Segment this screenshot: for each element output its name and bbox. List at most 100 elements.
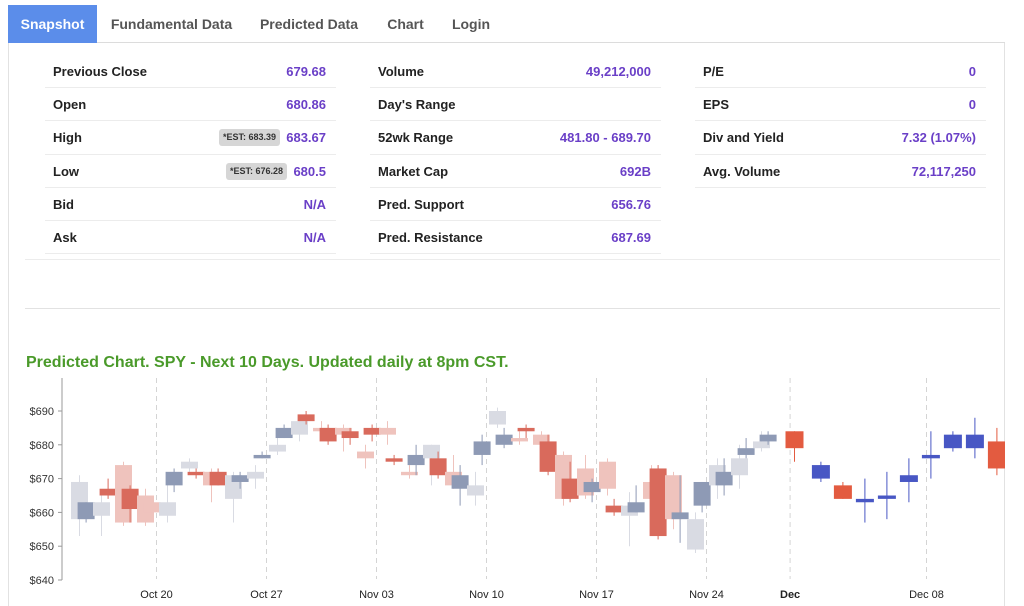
eps-label: EPS <box>703 97 730 113</box>
avg-volume-label: Avg. Volume <box>703 163 781 179</box>
open-label: Open <box>53 97 87 113</box>
candle-body <box>495 434 513 445</box>
candle-body <box>93 502 110 516</box>
bid-label: Bid <box>53 196 74 212</box>
open-value: 680.86 <box>286 97 326 113</box>
row-52wk-range: 52wk Range 481.80 - 689.70 <box>370 121 661 155</box>
candle-body <box>187 471 205 476</box>
y-tick-label: $640 <box>30 575 54 587</box>
quote-column-2: Volume 49,212,000 Day's Range 52wk Range… <box>370 55 661 255</box>
tab-predicted-data[interactable]: Predicted Data <box>259 16 359 32</box>
ask-label: Ask <box>53 229 77 245</box>
candle-body <box>291 421 308 435</box>
y-tick-label: $680 <box>30 440 54 452</box>
low-estimate-badge: *EST: 676.28 <box>225 162 287 180</box>
row-pe: P/E 0 <box>695 55 986 89</box>
chart-title: Predicted Chart. SPY - Next 10 Days. Upd… <box>26 354 509 371</box>
predicted-candlestick-chart: $640 $650 $660 $670 $680 $690 Oct 20 Oct 27 Nov … <box>30 378 1005 601</box>
days-range-label: Day's Range <box>378 97 456 113</box>
high-label: High <box>53 130 82 146</box>
x-tick-label: Nov 17 <box>579 589 614 601</box>
candle-body <box>209 471 227 486</box>
candle-body <box>759 434 777 442</box>
y-tick-label: $650 <box>30 541 54 553</box>
candle-body <box>511 438 528 442</box>
tab-bar: Snapshot Fundamental Data Predicted Data… <box>8 5 1005 43</box>
row-div-yield: Div and Yield 7.32 (1.07%) <box>695 121 986 155</box>
pe-label: P/E <box>703 64 724 79</box>
row-previous-close: Previous Close 679.68 <box>45 55 336 89</box>
candle-body <box>687 519 704 550</box>
low-label: Low <box>53 163 79 179</box>
y-tick-label: $660 <box>30 507 54 519</box>
pred-support-value: 656.76 <box>611 196 651 212</box>
candle-body <box>253 454 271 459</box>
candle-body <box>599 461 616 489</box>
pe-value: 0 <box>968 64 976 79</box>
candle-body <box>921 454 940 459</box>
candle-body <box>357 451 374 459</box>
row-ask: Ask N/A <box>45 221 336 255</box>
pred-support-label: Pred. Support <box>378 196 464 212</box>
avg-volume-value: 72,117,250 <box>911 163 976 179</box>
div-yield-label: Div and Yield <box>703 130 784 146</box>
candle-body <box>987 441 1005 469</box>
x-tick-label: Nov 10 <box>469 589 504 601</box>
y-tick-label: $670 <box>30 474 54 486</box>
candle-body <box>855 498 874 503</box>
high-value: 683.67 <box>286 130 326 146</box>
tab-login[interactable]: Login <box>451 16 491 32</box>
candle-body <box>341 431 359 439</box>
row-open: Open 680.86 <box>45 88 336 122</box>
candle-body <box>715 471 733 486</box>
candle-body <box>429 458 447 476</box>
candle-body <box>407 454 425 466</box>
candle-body <box>275 427 293 439</box>
x-tick-label: Dec <box>780 589 800 601</box>
eps-value: 0 <box>968 97 976 113</box>
candle-body <box>165 471 183 486</box>
row-volume: Volume 49,212,000 <box>370 55 661 89</box>
tab-fundamental-data[interactable]: Fundamental Data <box>110 16 233 32</box>
candle-body <box>899 475 918 482</box>
row-days-range: Day's Range <box>370 88 661 122</box>
candle-body <box>181 461 198 469</box>
tab-snapshot[interactable]: Snapshot <box>8 5 97 43</box>
candle-body <box>583 481 601 493</box>
candle-body <box>665 475 682 520</box>
y-tick-label: $690 <box>30 406 54 418</box>
candle-body <box>517 427 535 432</box>
candle-body <box>833 485 852 499</box>
x-tick-label: Nov 24 <box>689 589 724 601</box>
candle-body <box>811 465 830 479</box>
row-low: Low *EST: 676.28 680.5 <box>45 155 336 188</box>
candle-body <box>731 458 748 476</box>
candle-body <box>231 475 249 482</box>
candle-body <box>943 434 962 449</box>
candle-body <box>785 431 804 449</box>
candle-body <box>77 502 95 520</box>
candle-body <box>649 468 667 537</box>
bid-value: N/A <box>303 196 326 212</box>
x-tick-label: Nov 03 <box>359 589 394 601</box>
candle-body <box>753 441 770 449</box>
high-estimate-badge: *EST: 683.39 <box>218 129 280 147</box>
candle-body <box>693 481 711 506</box>
candle-body <box>401 471 418 476</box>
candle-body <box>423 444 440 459</box>
candle-body <box>363 427 381 435</box>
row-avg-volume: Avg. Volume 72,117,250 <box>695 155 986 188</box>
x-tick-label: Oct 27 <box>250 589 282 601</box>
snapshot-panel: Previous Close 679.68 Open 680.86 High *… <box>8 43 1005 606</box>
tab-chart[interactable]: Chart <box>387 16 424 32</box>
div-yield-value: 7.32 (1.07%) <box>901 130 976 146</box>
pred-resistance-value: 687.69 <box>611 229 651 245</box>
row-pred-resistance: Pred. Resistance 687.69 <box>370 221 661 255</box>
volume-label: Volume <box>378 64 424 79</box>
quote-column-3: P/E 0 EPS 0 Div and Yield 7.32 (1.07%) A… <box>695 55 986 188</box>
52wk-range-label: 52wk Range <box>378 130 454 146</box>
52wk-range-value: 481.80 - 689.70 <box>559 130 651 146</box>
row-pred-support: Pred. Support 656.76 <box>370 188 661 221</box>
x-tick-label: Oct 20 <box>140 589 172 601</box>
candle-body <box>269 444 286 452</box>
